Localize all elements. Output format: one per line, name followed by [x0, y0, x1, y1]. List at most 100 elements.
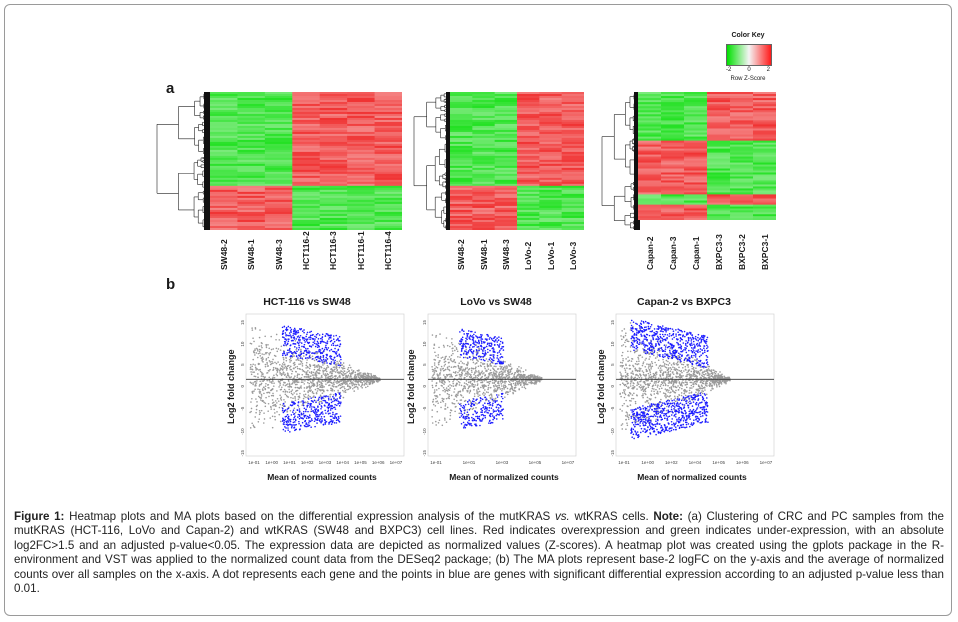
heatmap-cell [347, 179, 376, 183]
heatmap-cell [472, 105, 496, 109]
heatmap-cell [472, 117, 496, 121]
heatmap-cell [539, 99, 563, 103]
heatmap-cell [292, 109, 321, 113]
heatmap-cell [494, 197, 518, 201]
heatmap-cell [319, 115, 348, 119]
heatmap-cell [517, 195, 540, 199]
heatmap-cell [661, 98, 685, 101]
heatmap-cell [707, 202, 731, 206]
heatmap-cell [292, 227, 321, 230]
heatmap-cell [210, 159, 238, 163]
heatmap-cell [494, 203, 518, 207]
heatmap-cell [707, 112, 731, 115]
heatmap-cell [374, 225, 402, 229]
heatmap-cell [210, 189, 238, 193]
heatmap-column-label: SW48-2 [456, 239, 467, 270]
heatmap-cell [292, 189, 321, 193]
heatmap-cell [517, 167, 540, 171]
heatmap-cell [730, 170, 754, 173]
heatmap-cell [561, 123, 584, 127]
ma-plot-frame [245, 313, 405, 457]
heatmap-cell [707, 200, 731, 204]
heatmap-cell [539, 109, 563, 113]
heatmap-cell [319, 97, 348, 101]
heatmap-cell [264, 175, 293, 179]
heatmap-cell [450, 105, 473, 109]
heatmap-cell [517, 217, 540, 221]
heatmap-cell [539, 221, 563, 225]
heatmap-cell [374, 99, 402, 103]
heatmap-cell [292, 99, 321, 103]
heatmap-cell [561, 181, 584, 185]
heatmap-cell [374, 203, 402, 207]
heatmap-cell [347, 205, 376, 209]
heatmap-cell [661, 202, 685, 206]
heatmap-cell [494, 209, 518, 213]
heatmap-cell [684, 92, 708, 95]
heatmap-cell [638, 196, 662, 199]
heatmap-cell [292, 137, 321, 141]
heatmap-cell [472, 107, 496, 111]
heatmap-cell [319, 141, 348, 145]
heatmap-cell [539, 201, 563, 205]
heatmap-cell [210, 193, 238, 197]
heatmap-cell [561, 163, 584, 167]
heatmap-cell [753, 140, 776, 144]
heatmap-cell [237, 169, 266, 173]
heatmap-cell [450, 169, 473, 173]
heatmap-cell [374, 125, 402, 129]
heatmap-cell [539, 111, 563, 115]
heatmap-cell [494, 117, 518, 121]
heatmap-column-label: SW48-2 [218, 239, 229, 270]
heatmap-cell [707, 110, 731, 113]
heatmap-cell [450, 171, 473, 175]
heatmap-cell [210, 185, 238, 189]
heatmap-cell [237, 219, 266, 223]
heatmap-cell [539, 155, 563, 159]
heatmap-cell [494, 95, 518, 99]
heatmap-cell [237, 141, 266, 145]
heatmap-cell [292, 97, 321, 101]
heatmap-cell [517, 169, 540, 173]
heatmap-cell [561, 97, 584, 101]
heatmap-cell [347, 153, 376, 157]
heatmap-cell [730, 160, 754, 164]
heatmap-cell [237, 197, 266, 201]
heatmap-cell [374, 187, 402, 191]
heatmap-cell [237, 115, 266, 119]
heatmap-cell [264, 195, 293, 199]
heatmap-cell [517, 111, 540, 115]
heatmap-cell [210, 195, 238, 199]
heatmap-cell [472, 111, 496, 115]
heatmap-cell [237, 161, 266, 165]
heatmap-cell [730, 174, 754, 177]
heatmap-cell [661, 212, 685, 215]
heatmap-cell [264, 131, 293, 135]
heatmap-cell [374, 193, 402, 197]
heatmap-cell [539, 165, 563, 169]
heatmap-cell [472, 201, 496, 205]
heatmap-cell [561, 215, 584, 219]
heatmap-cell [684, 196, 708, 199]
heatmap-cell [319, 201, 348, 205]
heatmap-cell [292, 217, 321, 221]
heatmap-cell [494, 157, 518, 161]
heatmap-cell [539, 173, 563, 177]
ma-title-2: LoVo vs SW48 [460, 296, 532, 308]
heatmap-cell [347, 121, 376, 125]
heatmap-cell [638, 110, 662, 113]
heatmap-cell [210, 191, 238, 195]
heatmap-cell [730, 214, 754, 217]
heatmap-cell [561, 213, 584, 217]
heatmap-cell [707, 176, 731, 179]
heatmap-cell [210, 95, 238, 99]
heatmap-cell [539, 95, 563, 99]
heatmap-cell [264, 209, 293, 213]
ma-x-tick: 1e+05 [529, 460, 542, 465]
heatmap-cell [638, 164, 662, 168]
ma-y-tick: 5 [610, 363, 615, 366]
heatmap-cell [264, 93, 293, 97]
ma-y-tick: -15 [422, 450, 427, 457]
heatmap-cell [730, 154, 754, 158]
heatmap-cell [374, 227, 402, 230]
